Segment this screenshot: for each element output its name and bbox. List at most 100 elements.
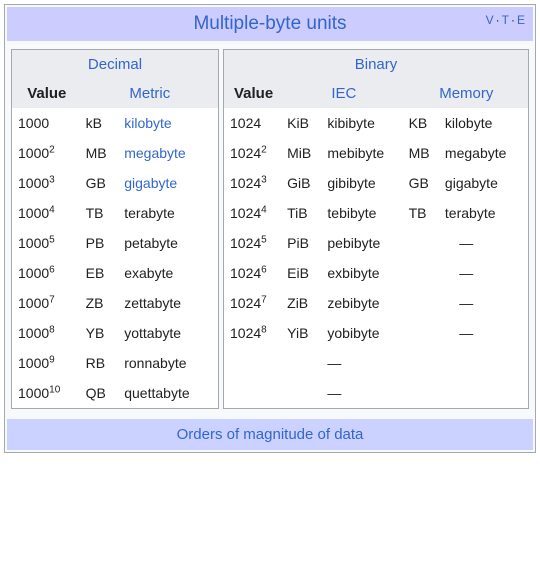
table-row: 10243GiBgibibyteGBgigabyte [224,168,528,198]
iec-symbol-cell: GiB [283,168,323,198]
table-row: 10009RBronnabyte [12,348,218,378]
iec-symbol-cell [283,348,323,378]
value-cell: 10244 [224,198,283,228]
value-cell: 10004 [12,198,82,228]
value-cell: 10005 [12,228,82,258]
symbol-cell: PB [82,228,121,258]
table-row: 10003GBgigabyte [12,168,218,198]
memory-name-cell: kilobyte [441,108,528,138]
col-metric[interactable]: Metric [82,79,218,108]
iec-symbol-cell: MiB [283,138,323,168]
table-row: — [224,348,528,378]
footer: Orders of magnitude of data [7,419,533,450]
value-cell: 10006 [12,258,82,288]
byte-units-navbox: Multiple-byte units V·T·E Decimal Value … [4,4,536,453]
symbol-cell: EB [82,258,121,288]
table-row: 100010QBquettabyte [12,378,218,408]
table-row: — [224,378,528,408]
name-cell: petabyte [120,228,218,258]
iec-name-cell: mebibyte [323,138,404,168]
iec-symbol-cell: KiB [283,108,323,138]
name-cell[interactable]: gigabyte [120,168,218,198]
table-row: 10247ZiBzebibyte— [224,288,528,318]
value-cell: 10247 [224,288,283,318]
table-row: 10008YByottabyte [12,318,218,348]
binary-heading[interactable]: Binary [224,50,528,79]
col-iec[interactable]: IEC [283,79,404,108]
vte-links: V·T·E [486,13,525,27]
value-cell: 10007 [12,288,82,318]
symbol-cell: QB [82,378,121,408]
memory-name-cell: terabyte [441,198,528,228]
value-cell: 10009 [12,348,82,378]
value-cell: 10008 [12,318,82,348]
symbol-cell: MB [82,138,121,168]
col-memory[interactable]: Memory [405,79,528,108]
iec-symbol-cell: EiB [283,258,323,288]
memory-symbol-cell: TB [405,198,441,228]
navbox-title[interactable]: Multiple-byte units [193,13,346,34]
table-row: 10248YiByobibyte— [224,318,528,348]
symbol-cell: TB [82,198,121,228]
value-cell: 100010 [12,378,82,408]
iec-name-cell: zebibyte [323,288,404,318]
value-cell: 1000 [12,108,82,138]
titlebar: Multiple-byte units V·T·E [7,7,533,41]
col-value: Value [12,79,82,108]
value-cell: 10248 [224,318,283,348]
vte-edit[interactable]: E [517,13,525,27]
footer-link[interactable]: Orders of magnitude of data [177,426,364,443]
table-row: 10004TBterabyte [12,198,218,228]
name-cell: ronnabyte [120,348,218,378]
value-cell: 1024 [224,108,283,138]
memory-cell: — [405,258,528,288]
value-cell: 10003 [12,168,82,198]
decimal-heading[interactable]: Decimal [12,50,218,79]
columns: Decimal Value Metric 1000kBkilobyte10002… [7,49,533,413]
table-row: 1024KiBkibibyteKBkilobyte [224,108,528,138]
vte-view[interactable]: V [486,13,494,27]
name-cell: exabyte [120,258,218,288]
col-value: Value [224,79,283,108]
value-cell: 10245 [224,228,283,258]
iec-name-cell: yobibyte [323,318,404,348]
symbol-cell: RB [82,348,121,378]
iec-name-cell: tebibyte [323,198,404,228]
memory-name-cell: gigabyte [441,168,528,198]
value-cell: 10246 [224,258,283,288]
symbol-cell: GB [82,168,121,198]
iec-symbol-cell: TiB [283,198,323,228]
value-cell: 10243 [224,168,283,198]
table-row: 10002MBmegabyte [12,138,218,168]
decimal-table: Decimal Value Metric 1000kBkilobyte10002… [11,49,219,409]
iec-name-cell: kibibyte [323,108,404,138]
vte-talk[interactable]: T [502,13,509,27]
iec-symbol-cell [283,378,323,408]
symbol-cell: kB [82,108,121,138]
table-row: 10005PBpetabyte [12,228,218,258]
iec-name-cell: — [323,378,404,408]
memory-cell: — [405,228,528,258]
iec-name-cell: — [323,348,404,378]
memory-symbol-cell: GB [405,168,441,198]
table-row: 10242MiBmebibyteMBmegabyte [224,138,528,168]
value-cell: 10002 [12,138,82,168]
value-cell: 10242 [224,138,283,168]
table-row: 10244TiBtebibyteTBterabyte [224,198,528,228]
name-cell: terabyte [120,198,218,228]
symbol-cell: ZB [82,288,121,318]
iec-name-cell: gibibyte [323,168,404,198]
value-cell [224,348,283,378]
table-row: 10006EBexabyte [12,258,218,288]
name-cell: quettabyte [120,378,218,408]
memory-name-cell: megabyte [441,138,528,168]
name-cell[interactable]: kilobyte [120,108,218,138]
memory-cell: — [405,288,528,318]
iec-name-cell: exbibyte [323,258,404,288]
name-cell[interactable]: megabyte [120,138,218,168]
memory-symbol-cell: KB [405,108,441,138]
binary-table: Binary Value IEC Memory 1024KiBkibibyteK… [223,49,529,409]
table-row: 10245PiBpebibyte— [224,228,528,258]
memory-symbol-cell: MB [405,138,441,168]
table-row: 10246EiBexbibyte— [224,258,528,288]
